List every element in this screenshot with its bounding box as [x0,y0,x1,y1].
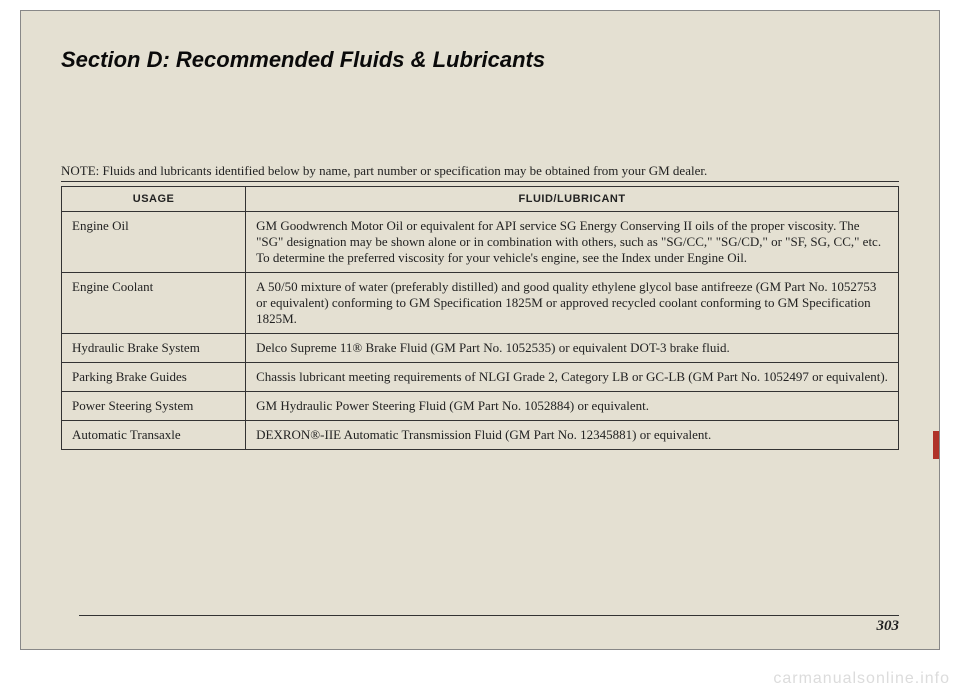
cell-fluid: A 50/50 mixture of water (preferably dis… [246,273,899,334]
cell-usage: Power Steering System [62,392,246,421]
cell-usage: Engine Coolant [62,273,246,334]
cell-fluid: Delco Supreme 11® Brake Fluid (GM Part N… [246,334,899,363]
table-row: Power Steering System GM Hydraulic Power… [62,392,899,421]
table-row: Automatic Transaxle DEXRON®-IIE Automati… [62,421,899,450]
watermark-text: carmanualsonline.info [773,670,950,688]
table-row: Parking Brake Guides Chassis lubricant m… [62,363,899,392]
section-tab-icon [933,431,939,459]
manual-page: Section D: Recommended Fluids & Lubrican… [20,10,940,650]
cell-usage: Automatic Transaxle [62,421,246,450]
cell-usage: Hydraulic Brake System [62,334,246,363]
page-number: 303 [79,615,899,635]
section-title: Section D: Recommended Fluids & Lubrican… [61,47,899,73]
table-row: Engine Coolant A 50/50 mixture of water … [62,273,899,334]
fluids-table: USAGE FLUID/LUBRICANT Engine Oil GM Good… [61,186,899,450]
cell-fluid: GM Hydraulic Power Steering Fluid (GM Pa… [246,392,899,421]
cell-fluid: Chassis lubricant meeting requirements o… [246,363,899,392]
cell-usage: Engine Oil [62,212,246,273]
table-row: Engine Oil GM Goodwrench Motor Oil or eq… [62,212,899,273]
header-usage: USAGE [62,187,246,212]
cell-fluid: DEXRON®-IIE Automatic Transmission Fluid… [246,421,899,450]
table-row: Hydraulic Brake System Delco Supreme 11®… [62,334,899,363]
cell-fluid: GM Goodwrench Motor Oil or equivalent fo… [246,212,899,273]
cell-usage: Parking Brake Guides [62,363,246,392]
note-line: NOTE: Fluids and lubricants identified b… [61,163,899,182]
table-header-row: USAGE FLUID/LUBRICANT [62,187,899,212]
header-fluid: FLUID/LUBRICANT [246,187,899,212]
